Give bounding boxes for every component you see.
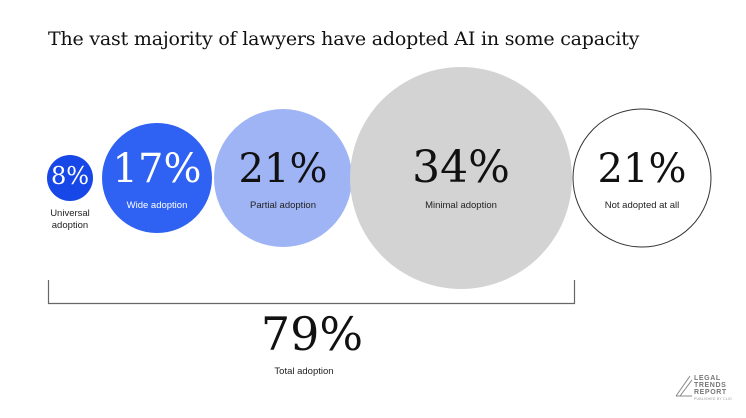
bracket-line xyxy=(47,280,576,305)
logo-mark-icon xyxy=(675,375,693,397)
logo-text: LEGAL TRENDS REPORT xyxy=(694,375,727,396)
category-label-minimal-adoption: Minimal adoption xyxy=(425,200,497,211)
category-label-wide-adoption: Wide adoption xyxy=(127,200,188,211)
bubble-universal-adoption xyxy=(47,155,93,201)
total-adoption-label: Total adoption xyxy=(274,366,333,377)
bubble-minimal-adoption xyxy=(350,67,572,289)
logo-subtitle: PUBLISHED BY CLIO xyxy=(694,397,732,401)
bubble-wide-adoption xyxy=(102,123,212,233)
total-adoption-bracket: 79% Total adoption xyxy=(47,280,576,377)
bubble-not-adopted-at-all xyxy=(572,108,712,248)
total-adoption-value: 79% xyxy=(261,307,363,361)
chart-title: The vast majority of lawyers have adopte… xyxy=(48,28,640,50)
legal-trends-report-logo: LEGAL TRENDS REPORT PUBLISHED BY CLIO xyxy=(674,372,734,408)
value-label-not-adopted-at-all: 21% xyxy=(598,146,687,192)
bubbles-group: 8% Universal adoption 17% Wide adoption 21% Pa… xyxy=(47,67,712,289)
category-label-partial-adoption: Partial adoption xyxy=(250,200,316,211)
value-label-partial-adoption: 21% xyxy=(239,146,328,192)
category-label-universal-adoption: Universal adoption xyxy=(50,208,90,231)
value-label-wide-adoption: 17% xyxy=(113,146,202,192)
category-label-not-adopted-at-all: Not adopted at all xyxy=(605,200,679,211)
value-label-universal-adoption: 8% xyxy=(51,162,89,190)
bubble-partial-adoption xyxy=(214,109,352,247)
value-label-minimal-adoption: 34% xyxy=(412,142,510,193)
